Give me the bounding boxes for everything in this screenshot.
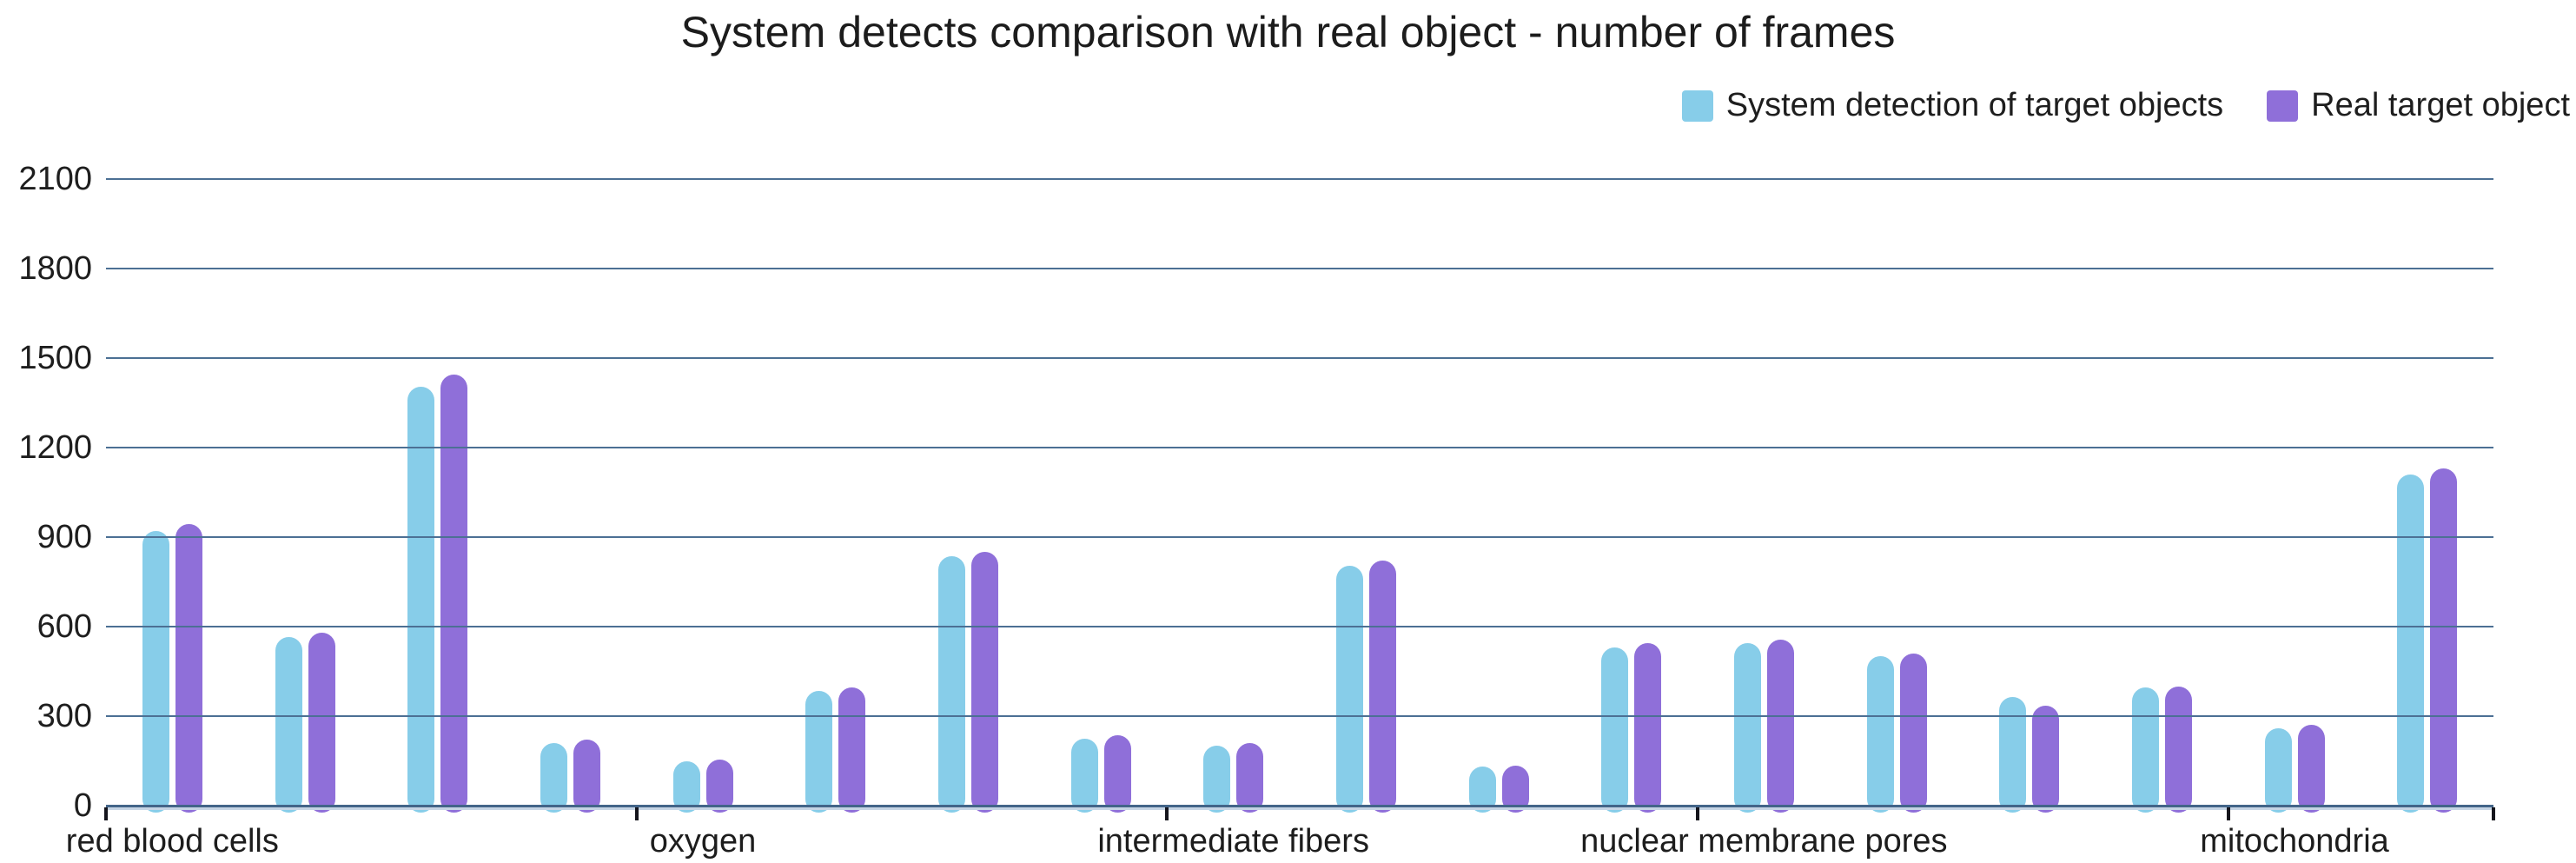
gridline: [106, 715, 2493, 717]
bar-real-target[interactable]: [573, 740, 600, 813]
x-axis-tick: [2492, 807, 2495, 820]
bar-real-target[interactable]: [2297, 725, 2325, 813]
legend-swatch-real-target-icon: [2267, 90, 2299, 122]
x-axis-tick: [104, 807, 108, 820]
bar-real-target[interactable]: [705, 759, 733, 813]
x-axis-category-label: intermediate fibers: [1097, 823, 1369, 860]
gridline: [106, 268, 2493, 269]
bar-real-target[interactable]: [175, 523, 202, 813]
bar-real-target[interactable]: [2430, 468, 2458, 813]
bar-real-target[interactable]: [970, 552, 998, 813]
bar-real-target[interactable]: [1766, 640, 1794, 813]
bar-real-target[interactable]: [2032, 705, 2060, 813]
legend-label: System detection of target objects: [1725, 87, 2224, 123]
bar-system-detection[interactable]: [540, 742, 567, 813]
bar-system-detection[interactable]: [275, 637, 302, 813]
bar-system-detection[interactable]: [937, 556, 965, 813]
bar-system-detection[interactable]: [1733, 642, 1761, 813]
bar-system-detection[interactable]: [1601, 647, 1629, 813]
legend: System detection of target objects Real …: [1681, 87, 2570, 124]
bar-system-detection[interactable]: [1203, 746, 1231, 813]
y-axis-tick-label: 600: [36, 608, 92, 645]
y-axis-tick-label: 0: [73, 787, 92, 824]
bar-real-target[interactable]: [838, 687, 866, 813]
bar-system-detection[interactable]: [1070, 738, 1098, 813]
bar-real-target[interactable]: [1368, 561, 1396, 813]
gridline: [106, 626, 2493, 627]
x-axis-tick: [1165, 807, 1169, 820]
bar-system-detection[interactable]: [1335, 565, 1363, 813]
gridline: [106, 536, 2493, 538]
y-axis-tick-label: 1200: [18, 429, 92, 466]
bar-real-target[interactable]: [1103, 735, 1131, 813]
bar-system-detection[interactable]: [2264, 727, 2292, 813]
legend-label: Real target object: [2311, 87, 2570, 123]
y-axis-tick-label: 900: [36, 519, 92, 555]
bar-system-detection[interactable]: [805, 690, 833, 813]
bar-system-detection[interactable]: [407, 386, 435, 813]
bar-real-target[interactable]: [2164, 686, 2192, 813]
x-axis-category-label: nuclear membrane pores: [1580, 823, 1948, 860]
x-axis-category-label: mitochondria: [2200, 823, 2389, 860]
bar-system-detection[interactable]: [672, 760, 700, 813]
bar-system-detection[interactable]: [2397, 474, 2425, 813]
bar-system-detection[interactable]: [1999, 696, 2027, 813]
y-axis-tick-label: 1500: [18, 340, 92, 376]
bar-real-target[interactable]: [308, 632, 335, 813]
y-axis-tick-label: 1800: [18, 250, 92, 287]
y-axis-tick-label: 300: [36, 698, 92, 734]
bar-real-target[interactable]: [1634, 642, 1662, 813]
y-axis-tick-label: 2100: [18, 161, 92, 197]
x-axis-tick: [2226, 807, 2230, 820]
bar-system-detection[interactable]: [2131, 687, 2159, 813]
gridline: [106, 178, 2493, 180]
x-axis-category-label: red blood cells: [65, 823, 279, 860]
bar-real-target[interactable]: [1236, 742, 1264, 813]
x-axis-tick: [634, 807, 639, 820]
bar-real-target[interactable]: [1501, 765, 1529, 813]
chart-title: System detects comparison with real obje…: [680, 8, 1896, 56]
x-axis-line: [106, 805, 2493, 807]
bar-system-detection[interactable]: [1866, 656, 1894, 813]
gridline: [106, 357, 2493, 359]
legend-item-system-detection[interactable]: System detection of target objects: [1681, 87, 2224, 124]
bar-real-target[interactable]: [1899, 653, 1927, 813]
legend-item-real-target[interactable]: Real target object: [2267, 87, 2570, 124]
bar-system-detection[interactable]: [142, 531, 169, 813]
gridline: [106, 447, 2493, 448]
bar-real-target[interactable]: [440, 374, 468, 813]
x-axis-tick: [1696, 807, 1699, 820]
legend-swatch-system-detection-icon: [1681, 90, 1713, 122]
x-axis-category-label: oxygen: [649, 823, 757, 860]
